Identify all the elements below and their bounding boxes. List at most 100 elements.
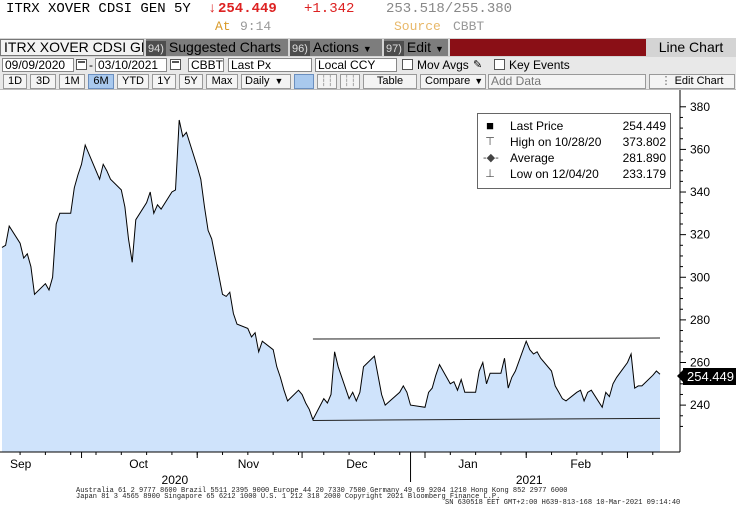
legend-average-marker-icon: -◆-: [483, 152, 499, 164]
suggested-charts-label: Suggested Charts: [168, 39, 281, 55]
legend-last-price-value: 254.449: [622, 119, 666, 133]
security-ticker[interactable]: ITRX XOVER CDSI GEN 5Y: [6, 1, 191, 17]
y-tick-label: 380: [690, 100, 710, 114]
frequency-dropdown[interactable]: Daily ▼: [241, 74, 291, 89]
net-change: +1.342: [304, 1, 355, 17]
edit-chart-label: Edit Chart: [674, 75, 724, 87]
legend-low: ⊥ Low on 12/04/20 233.179: [478, 166, 670, 182]
period-3d-button[interactable]: 3D: [30, 74, 56, 89]
period-6m-button[interactable]: 6M: [88, 74, 114, 89]
start-date-field[interactable]: 09/09/2020: [2, 58, 74, 72]
period-1y-button[interactable]: 1Y: [152, 74, 176, 89]
period-bar: 1D 3D 1M 6M YTD 1Y 5Y Max Daily ▼ ┆┆ ┆┆ T…: [0, 73, 736, 90]
support-trendline: [312, 417, 661, 421]
legend-average-label: Average: [510, 151, 555, 165]
footer-line-1: Australia 61 2 9777 8600 Brazil 5511 239…: [76, 487, 568, 495]
key-events-checkbox[interactable]: [494, 59, 505, 70]
mov-avgs-label: Mov Avgs: [417, 58, 469, 72]
line-chart-title: Line Chart: [646, 39, 736, 56]
pricing-source-field[interactable]: CBBT: [188, 58, 224, 72]
suggested-charts-number: 94): [146, 41, 166, 56]
edit-dropdown-icon: ▼: [435, 44, 444, 54]
period-1d-button[interactable]: 1D: [3, 74, 27, 89]
period-ytd-button[interactable]: YTD: [117, 74, 149, 89]
toolbar-accent-bar: [450, 39, 646, 56]
legend-square-icon: ■: [486, 118, 494, 133]
last-price: 254.449: [218, 1, 277, 17]
mov-avgs-checkbox[interactable]: [402, 59, 413, 70]
price-down-arrow-icon: ↓: [208, 1, 217, 17]
contact-footer: Australia 61 2 9777 8600 Brazil 5511 239…: [0, 486, 736, 530]
currency-selector[interactable]: Local CCY: [315, 58, 397, 72]
legend-high-marker-icon: ⊤: [485, 136, 495, 148]
edit-chart-icon: ⋮: [660, 75, 672, 87]
edit-label: Edit: [406, 39, 432, 55]
legend-low-label: Low on 12/04/20: [510, 167, 599, 181]
x-month-label: Dec: [346, 457, 367, 471]
line-style-button[interactable]: [294, 74, 314, 89]
actions-label: Actions: [312, 39, 359, 55]
legend-last-price: ■ Last Price 254.449: [478, 118, 670, 134]
period-max-button[interactable]: Max: [206, 74, 238, 89]
legend-average: -◆- Average 281.890: [478, 150, 670, 166]
footer-line-2: Japan 81 3 4565 8900 Singapore 65 6212 1…: [76, 493, 501, 501]
source-value: CBBT: [453, 19, 485, 34]
price-chart-svg: 240 260 280 300 320 340 360 380 Sep Oct Nov Dec Jan F…: [0, 90, 710, 487]
x-month-label: Jan: [458, 457, 477, 471]
quote-subheader: At 9:14 Source CBBT: [0, 19, 736, 37]
legend-last-price-label: Last Price: [510, 119, 564, 133]
y-tick-label: 340: [690, 185, 710, 199]
x-month-label: Nov: [238, 457, 259, 471]
compare-label: Compare: [425, 75, 471, 87]
x-month-label: Sep: [10, 457, 32, 471]
frequency-label: Daily: [245, 75, 270, 87]
legend-low-value: 233.179: [622, 167, 666, 181]
legend-low-marker-icon: ⊥: [485, 168, 495, 180]
price-area-fill: [2, 120, 660, 452]
period-1m-button[interactable]: 1M: [59, 74, 85, 89]
x-year-label: 2021: [516, 473, 543, 487]
compare-dropdown[interactable]: Compare ▼: [420, 74, 486, 89]
end-date-field[interactable]: 03/10/2021: [95, 58, 167, 72]
date-separator: -: [89, 58, 93, 72]
bar-style-button[interactable]: ┆┆: [317, 74, 337, 89]
y-tick-label: 260: [690, 356, 710, 370]
actions-menu-button[interactable]: 96) Actions ▼: [290, 39, 382, 56]
legend-high: ⊤ High on 10/28/20 373.802: [478, 134, 670, 150]
footer-line-3: SN 630518 EET GMT+2:00 H639-813-168 10-M…: [445, 499, 681, 507]
quote-time: 9:14: [240, 19, 272, 34]
price-chart[interactable]: 240 260 280 300 320 340 360 380 Sep Oct Nov Dec Jan F…: [0, 90, 736, 530]
edit-number: 97): [384, 41, 404, 56]
compare-dropdown-icon: ▼: [474, 76, 484, 86]
add-data-input[interactable]: Add Data: [488, 74, 646, 89]
edit-chart-button[interactable]: ⋮ Edit Chart: [649, 74, 735, 89]
chart-legend[interactable]: ■ Last Price 254.449 ⊤ High on 10/28/20 …: [477, 113, 671, 189]
x-month-label: Oct: [129, 457, 148, 471]
price-field-selector[interactable]: Last Px: [228, 58, 312, 72]
candle-style-button[interactable]: ┆┆: [340, 74, 360, 89]
end-calendar-icon[interactable]: [170, 59, 181, 70]
legend-average-value: 281.890: [622, 151, 666, 165]
y-tick-label: 360: [690, 142, 710, 156]
date-range-bar: 09/09/2020 - 03/10/2021 CBBT Last Px Loc…: [0, 57, 736, 73]
price-line: [1, 119, 661, 421]
start-calendar-icon[interactable]: [76, 59, 87, 70]
security-header: ITRX XOVER CDSI GEN 5Y ↓ 254.449 +1.342 …: [0, 0, 736, 20]
y-tick-label: 300: [690, 270, 710, 284]
pencil-icon[interactable]: ✎: [473, 59, 483, 71]
resistance-trendline: [312, 337, 661, 340]
x-year-label: 2020: [162, 473, 189, 487]
legend-high-label: High on 10/28/20: [510, 135, 602, 149]
bid-ask: 253.518/255.380: [386, 1, 513, 17]
frequency-dropdown-icon: ▼: [274, 76, 284, 86]
at-label: At: [215, 19, 231, 34]
edit-menu-button[interactable]: 97) Edit ▼: [384, 39, 448, 56]
security-input[interactable]: ITRX XOVER CDSI GE: [0, 39, 144, 56]
x-month-label: Feb: [570, 457, 591, 471]
table-button[interactable]: Table: [363, 74, 417, 89]
actions-dropdown-icon: ▼: [362, 44, 372, 54]
suggested-charts-button[interactable]: 94) Suggested Charts: [146, 39, 288, 56]
source-label: Source: [394, 19, 441, 34]
period-5y-button[interactable]: 5Y: [179, 74, 203, 89]
y-tick-label: 240: [690, 398, 710, 412]
